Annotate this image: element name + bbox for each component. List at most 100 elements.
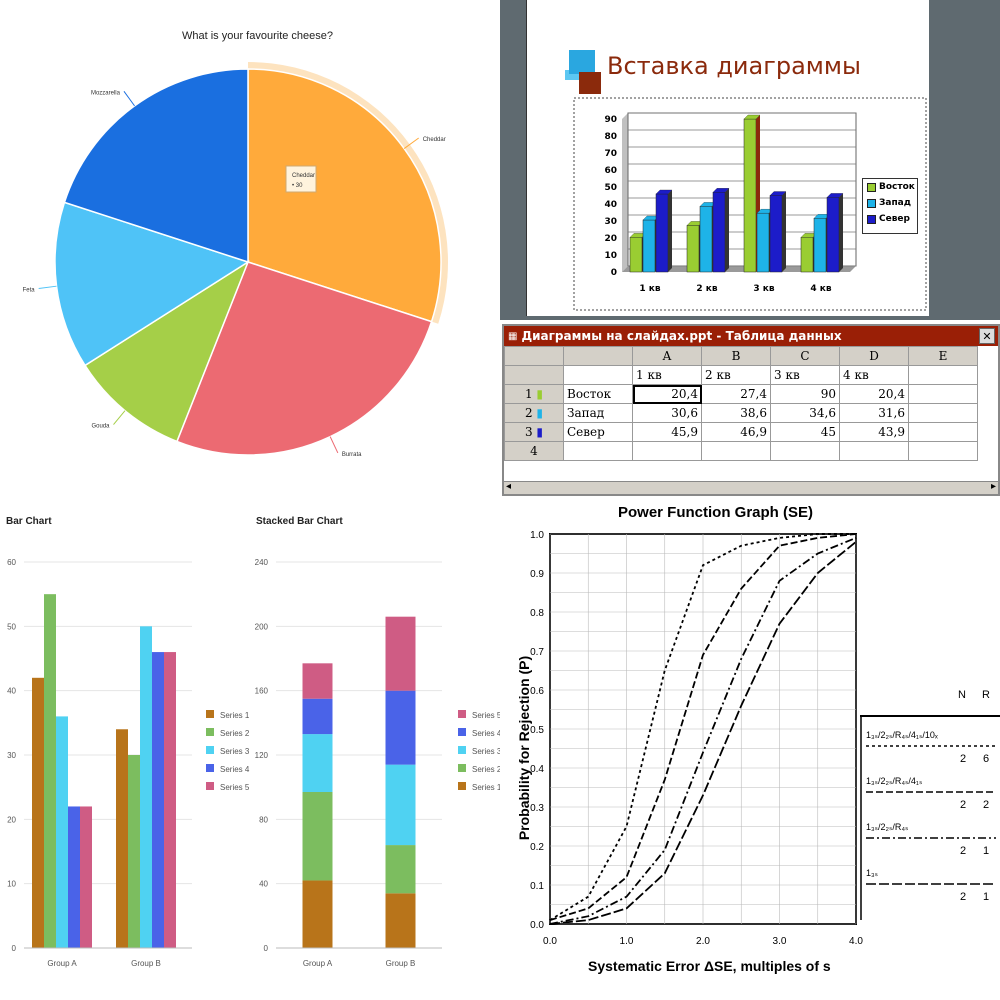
legend-label: Series 3 (220, 747, 250, 756)
column-header[interactable]: C (770, 346, 840, 366)
row-header[interactable]: 3 ▮ (504, 422, 564, 442)
cell[interactable]: 27,4 (701, 384, 771, 404)
cell[interactable] (908, 384, 978, 404)
close-icon[interactable]: ✕ (979, 328, 995, 344)
x-tick-label: Group B (131, 959, 161, 968)
cell[interactable]: Восток (563, 384, 633, 404)
row-header[interactable]: 1 ▮ (504, 384, 564, 404)
column-header[interactable]: E (908, 346, 978, 366)
row-header[interactable]: 4 (504, 441, 564, 461)
column-header[interactable]: A (632, 346, 702, 366)
legend-label: Series 3 (472, 747, 500, 756)
cell[interactable]: 1 кв (632, 365, 702, 385)
legend-n: 2 (960, 845, 966, 857)
column-header[interactable] (563, 346, 633, 366)
bar-top (712, 188, 730, 193)
pie-slice (84, 260, 250, 443)
legend-swatch (458, 782, 466, 790)
bar (813, 218, 827, 273)
cell[interactable]: Запад (563, 403, 633, 423)
bar-side (782, 191, 786, 272)
cell[interactable]: 43,9 (839, 422, 909, 442)
slice-leader (38, 285, 57, 289)
chart-legend: Восток Запад Север (862, 178, 918, 234)
horizontal-scrollbar[interactable]: ◂ ▸ (504, 481, 998, 494)
cell[interactable] (563, 365, 633, 385)
y-tick-label: 0.3 (530, 803, 544, 814)
scroll-left-icon[interactable]: ◂ (506, 481, 512, 492)
corner-cell[interactable] (504, 346, 564, 366)
cell[interactable]: 31,6 (839, 403, 909, 423)
data-sheet-window: ▦ Диаграммы на слайдах.ppt - Таблица дан… (502, 324, 1000, 496)
y-tick-label: 0.6 (530, 686, 544, 697)
slice-leader (123, 91, 135, 107)
y-tick-label: 70 (604, 149, 617, 159)
cell[interactable]: 46,9 (701, 422, 771, 442)
cell[interactable]: Север (563, 422, 633, 442)
y-tick-label: 40 (259, 880, 268, 889)
legend-swatch (206, 710, 214, 718)
cell[interactable]: 34,6 (770, 403, 840, 423)
x-tick-label: 4 кв (810, 284, 832, 294)
cell[interactable] (701, 441, 771, 461)
y-tick-label: 0 (12, 944, 17, 953)
bar (80, 806, 92, 948)
cell[interactable] (908, 365, 978, 385)
legend-rule-label: 1₃ₛ (866, 868, 878, 878)
bar-top (769, 191, 787, 196)
row-header[interactable] (504, 365, 564, 385)
bar-charts-panel: Bar Chart Stacked Bar Chart 0 10 20 30 40 50 6… (0, 500, 500, 1000)
y-tick-label: 0.4 (530, 764, 544, 775)
y-tick-label: 80 (259, 815, 268, 824)
cell[interactable] (839, 441, 909, 461)
bar (712, 192, 726, 273)
cell[interactable] (908, 403, 978, 423)
table-icon: ▦ (508, 330, 518, 342)
bar-side (668, 189, 672, 272)
cell[interactable]: 38,6 (701, 403, 771, 423)
legend-item: Север (863, 211, 917, 227)
cell[interactable] (908, 422, 978, 442)
slice-label: Feta (23, 287, 36, 293)
quarterly-bar-chart[interactable]: 0 10 20 30 40 50 60 70 80 90 1 кв 2 кв 3 кв 4 кв (500, 0, 1000, 320)
bar-side (725, 188, 729, 272)
cell[interactable]: 20,4 (839, 384, 909, 404)
pie-slice (54, 201, 250, 367)
cell[interactable]: 4 кв (839, 365, 909, 385)
row-header[interactable]: 2 ▮ (504, 403, 564, 423)
cell[interactable]: 45 (770, 422, 840, 442)
y-tick-label: 0.7 (530, 647, 544, 658)
cell[interactable]: 3 кв (770, 365, 840, 385)
legend-label: Series 5 (472, 711, 500, 720)
cell[interactable]: 45,9 (632, 422, 702, 442)
chart-frame (573, 97, 927, 311)
y-tick-label: 50 (7, 622, 16, 631)
cell[interactable] (632, 441, 702, 461)
legend-label: Восток (879, 182, 915, 192)
cell[interactable]: 2 кв (701, 365, 771, 385)
legend-header-r: R (982, 689, 990, 701)
y-tick-label: 30 (604, 217, 617, 227)
scroll-right-icon[interactable]: ▸ (990, 481, 996, 492)
cell[interactable]: 90 (770, 384, 840, 404)
y-tick-label: 20 (7, 815, 16, 824)
data-grid[interactable]: A B C D E 1 кв 2 кв 3 кв 4 кв 1 ▮ Восток… (504, 346, 978, 461)
cell[interactable] (908, 441, 978, 461)
power-title: Power Function Graph (SE) (618, 504, 814, 521)
power-curve (549, 533, 857, 921)
legend-swatch (458, 728, 466, 736)
slice-leader (403, 137, 419, 149)
column-header[interactable]: B (701, 346, 771, 366)
cell[interactable] (770, 441, 840, 461)
y-tick-label: 80 (604, 132, 617, 142)
cell[interactable]: 20,4 (632, 384, 702, 404)
cell[interactable] (563, 441, 633, 461)
slice-label: Burrata (342, 452, 362, 458)
power-curve (549, 537, 857, 925)
cell[interactable]: 30,6 (632, 403, 702, 423)
column-header[interactable]: D (839, 346, 909, 366)
cheese-pie-chart: Cheddar Burrata Gouda Feta Mozzarella Cheddar… (23, 62, 448, 458)
legend-swatch (206, 746, 214, 754)
bar-charts-svg: 0 10 20 30 40 50 60 Group A Group B Series 1 Serie… (7, 558, 500, 968)
legend-label: Series 1 (220, 711, 250, 720)
